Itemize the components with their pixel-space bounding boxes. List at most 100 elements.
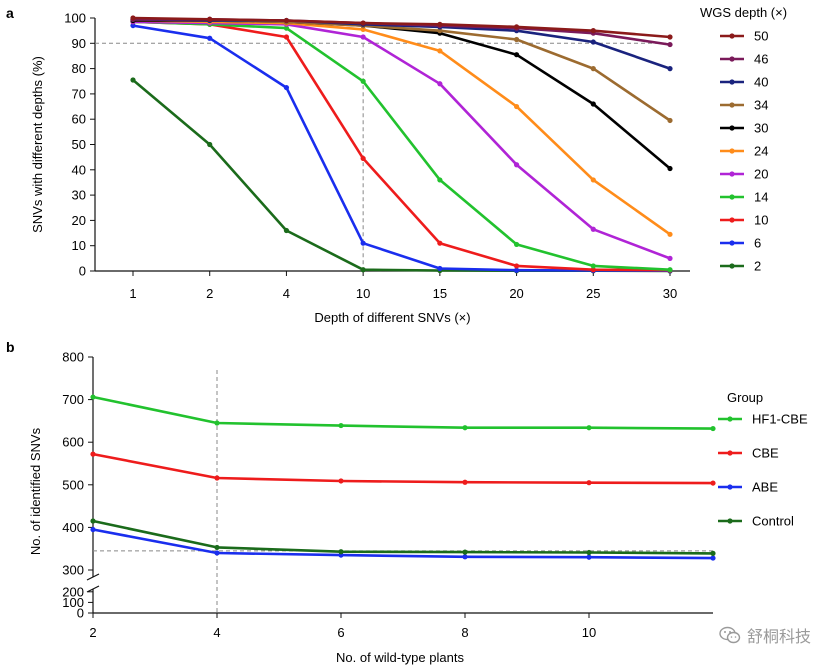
x-tick-label: 2 — [206, 286, 213, 301]
point-2-10 — [360, 267, 366, 273]
x-tick-label: 8 — [461, 625, 468, 640]
point-Control-4 — [214, 544, 220, 551]
legend-label-CBE: CBE — [752, 446, 779, 461]
series-line-Control — [92, 519, 714, 555]
point-Control-6 — [338, 549, 344, 555]
point-10-25 — [590, 267, 596, 273]
legend-marker-Control — [727, 518, 733, 524]
point-HF1-CBE-6 — [338, 422, 344, 429]
point-HF1-CBE-10 — [586, 425, 592, 431]
point-ABE-10 — [586, 554, 592, 560]
y-tick-label: 100 — [62, 595, 84, 610]
x-tick-label: 15 — [433, 286, 447, 301]
point-CBE-12 — [710, 480, 716, 486]
point-ABE-4 — [214, 550, 220, 556]
point-6-15 — [437, 265, 443, 272]
point-Control-8 — [462, 549, 468, 555]
point-20-10 — [360, 34, 366, 40]
point-50-20 — [513, 24, 520, 30]
x-tick-label: 6 — [337, 625, 344, 640]
y-tick-label: 10 — [72, 238, 86, 253]
x-tick-label: 10 — [356, 286, 370, 301]
point-50-4 — [283, 17, 290, 24]
point-20-25 — [590, 226, 596, 232]
point-50-2 — [207, 16, 213, 22]
y-tick-label: 400 — [62, 520, 84, 535]
point-40-30 — [667, 66, 673, 72]
legend-marker-40 — [729, 79, 735, 85]
y-tick-label: 80 — [72, 61, 86, 76]
legend-label-50: 50 — [754, 29, 768, 44]
x-tick-label: 1 — [129, 286, 136, 301]
legend-label-2: 2 — [754, 259, 761, 274]
point-HF1-CBE-12 — [710, 425, 716, 432]
axis-break-mark — [86, 585, 100, 593]
x-tick-label: 2 — [89, 625, 96, 640]
y-tick-label: 50 — [72, 137, 86, 152]
x-axis-title: Depth of different SNVs (×) — [314, 310, 470, 325]
y-tick-label: 0 — [79, 264, 86, 279]
point-HF1-CBE-4 — [214, 420, 220, 426]
point-ABE-8 — [462, 554, 468, 560]
point-CBE-6 — [338, 478, 344, 484]
watermark: 舒桐科技 — [719, 623, 811, 647]
point-6-1 — [130, 22, 136, 29]
point-Control-2 — [90, 518, 96, 524]
point-14-10 — [360, 78, 366, 84]
y-tick-label: 20 — [72, 213, 86, 228]
y-tick-label: 30 — [72, 188, 86, 203]
point-CBE-4 — [214, 475, 220, 481]
y-tick-label: 800 — [62, 350, 84, 365]
y-tick-label: 40 — [72, 162, 86, 177]
legend-label-20: 20 — [754, 167, 768, 182]
series-line-20 — [132, 20, 671, 260]
series-line-34 — [132, 18, 671, 122]
legend-label-HF1-CBE: HF1-CBE — [752, 412, 808, 427]
point-24-20 — [513, 103, 520, 110]
point-34-20 — [513, 36, 520, 43]
point-14-20 — [513, 241, 520, 248]
series-line-ABE — [92, 528, 714, 560]
point-ABE-12 — [710, 555, 716, 561]
point-2-4 — [283, 227, 290, 234]
legend-marker-30 — [729, 125, 735, 131]
panel-label-a: a — [6, 5, 14, 21]
x-axis-title: No. of wild-type plants — [336, 650, 464, 665]
point-14-15 — [437, 177, 443, 183]
panel-label-b: b — [6, 339, 15, 355]
point-CBE-8 — [462, 479, 468, 485]
legend-label-30: 30 — [754, 121, 768, 136]
point-50-10 — [360, 20, 366, 26]
point-HF1-CBE-8 — [462, 425, 468, 431]
point-30-30 — [667, 165, 673, 172]
y-tick-label: 0 — [77, 606, 84, 621]
point-20-20 — [513, 162, 520, 168]
wechat-icon — [719, 626, 741, 644]
y-tick-label: 600 — [62, 435, 84, 450]
legend-label-14: 14 — [754, 190, 768, 205]
point-14-4 — [283, 25, 290, 31]
point-20-15 — [437, 81, 443, 87]
y-tick-label: 500 — [62, 477, 84, 492]
legend-label-6: 6 — [754, 236, 761, 251]
legend-label-24: 24 — [754, 144, 768, 159]
point-40-25 — [590, 39, 596, 45]
point-10-20 — [513, 263, 520, 269]
legend-label-Control: Control — [752, 514, 794, 529]
point-50-30 — [667, 34, 673, 40]
point-6-20 — [513, 267, 520, 273]
y-tick-label: 90 — [72, 36, 86, 51]
point-24-25 — [590, 177, 596, 183]
legend-label-46: 46 — [754, 52, 768, 67]
x-tick-label: 30 — [663, 286, 677, 301]
y-tick-label: 70 — [72, 86, 86, 101]
point-24-10 — [360, 26, 366, 32]
legend-marker-6 — [729, 240, 735, 246]
y-tick-label: 700 — [62, 392, 84, 407]
x-tick-label: 20 — [509, 286, 523, 301]
x-tick-label: 4 — [283, 286, 290, 301]
series-line-10 — [132, 20, 671, 272]
point-30-20 — [513, 52, 520, 58]
legend-marker-50 — [729, 33, 735, 39]
legend-label-34: 34 — [754, 98, 768, 113]
